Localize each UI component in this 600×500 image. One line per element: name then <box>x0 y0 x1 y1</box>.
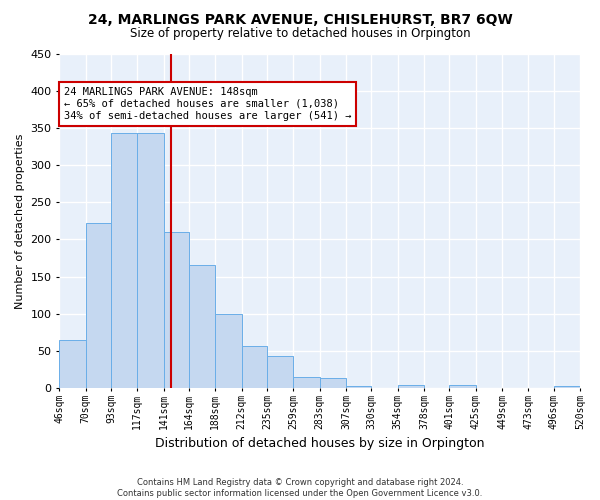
Bar <box>215 314 242 388</box>
Bar <box>267 356 293 388</box>
Bar <box>137 132 164 388</box>
Bar <box>449 385 476 388</box>
Text: 24 MARLINGS PARK AVENUE: 148sqm
← 65% of detached houses are smaller (1,038)
34%: 24 MARLINGS PARK AVENUE: 148sqm ← 65% of… <box>64 88 351 120</box>
X-axis label: Distribution of detached houses by size in Orpington: Distribution of detached houses by size … <box>155 437 484 450</box>
Text: Size of property relative to detached houses in Orpington: Size of property relative to detached ho… <box>130 28 470 40</box>
Bar <box>554 386 580 388</box>
Y-axis label: Number of detached properties: Number of detached properties <box>15 133 25 308</box>
Bar <box>59 340 86 388</box>
Text: Contains HM Land Registry data © Crown copyright and database right 2024.
Contai: Contains HM Land Registry data © Crown c… <box>118 478 482 498</box>
Bar <box>189 266 215 388</box>
Bar <box>346 386 371 388</box>
Bar <box>164 232 189 388</box>
Bar <box>398 385 424 388</box>
Bar <box>111 132 137 388</box>
Bar <box>320 378 346 388</box>
Text: 24, MARLINGS PARK AVENUE, CHISLEHURST, BR7 6QW: 24, MARLINGS PARK AVENUE, CHISLEHURST, B… <box>88 12 512 26</box>
Bar <box>293 376 320 388</box>
Bar <box>242 346 267 388</box>
Bar <box>86 223 111 388</box>
